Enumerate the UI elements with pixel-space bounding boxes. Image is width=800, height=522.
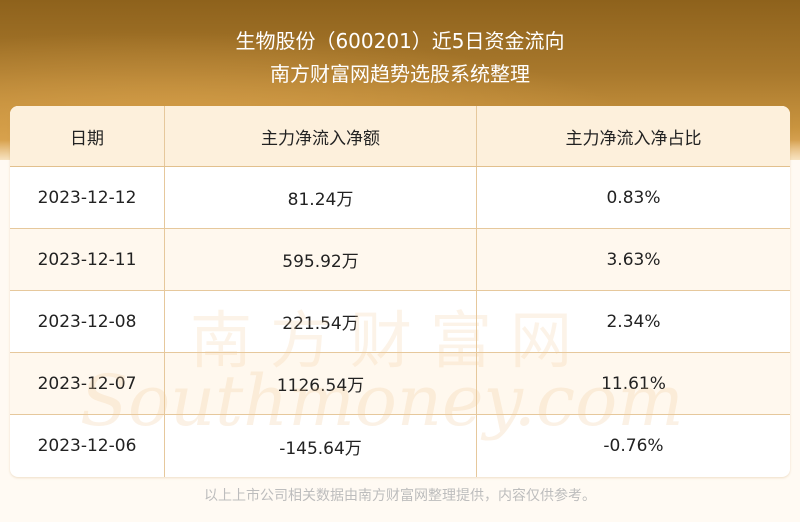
net-ratio-cell: 2.34% <box>606 311 661 332</box>
column-header-net-inflow: 主力净流入净额 <box>165 106 477 166</box>
date-cell: 2023-12-11 <box>10 229 165 290</box>
net-inflow-cell: -145.64万 <box>165 415 477 477</box>
net-inflow-cell: 595.92万 <box>165 229 477 290</box>
date-cell: 2023-12-06 <box>10 415 165 477</box>
fund-flow-table: 日期 主力净流入净额 主力净流入净占比 2023-12-12 81.24万 0.… <box>10 106 790 477</box>
net-inflow-cell: 81.24万 <box>165 167 477 228</box>
column-header-date: 日期 <box>10 106 165 166</box>
net-ratio-cell: 11.61% <box>601 373 666 394</box>
page-subtitle: 南方财富网趋势选股系统整理 <box>270 62 530 86</box>
table-row: 2023-12-08 221.54万 2.34% <box>10 291 790 353</box>
date-cell: 2023-12-08 <box>10 291 165 352</box>
net-ratio-cell: -0.76% <box>603 436 664 456</box>
date-cell: 2023-12-07 <box>10 353 165 414</box>
table-row: 2023-12-12 81.24万 0.83% <box>10 167 790 229</box>
page-title: 生物股份（600201）近5日资金流向 <box>235 29 565 53</box>
table-row: 2023-12-06 -145.64万 -0.76% <box>10 415 790 477</box>
net-ratio-cell: 3.63% <box>606 249 661 270</box>
column-header-net-ratio: 主力净流入净占比 <box>565 128 702 149</box>
footer-disclaimer: 以上上市公司相关数据由南方财富网整理提供，内容仅供参考。 <box>204 488 596 504</box>
net-inflow-cell: 221.54万 <box>165 291 477 352</box>
net-inflow-cell: 1126.54万 <box>165 353 477 414</box>
table-row: 2023-12-11 595.92万 3.63% <box>10 229 790 291</box>
table-row: 2023-12-07 1126.54万 11.61% <box>10 353 790 415</box>
date-cell: 2023-12-12 <box>10 167 165 228</box>
net-ratio-cell: 0.83% <box>606 187 661 208</box>
table-header-row: 日期 主力净流入净额 主力净流入净占比 <box>10 106 790 167</box>
